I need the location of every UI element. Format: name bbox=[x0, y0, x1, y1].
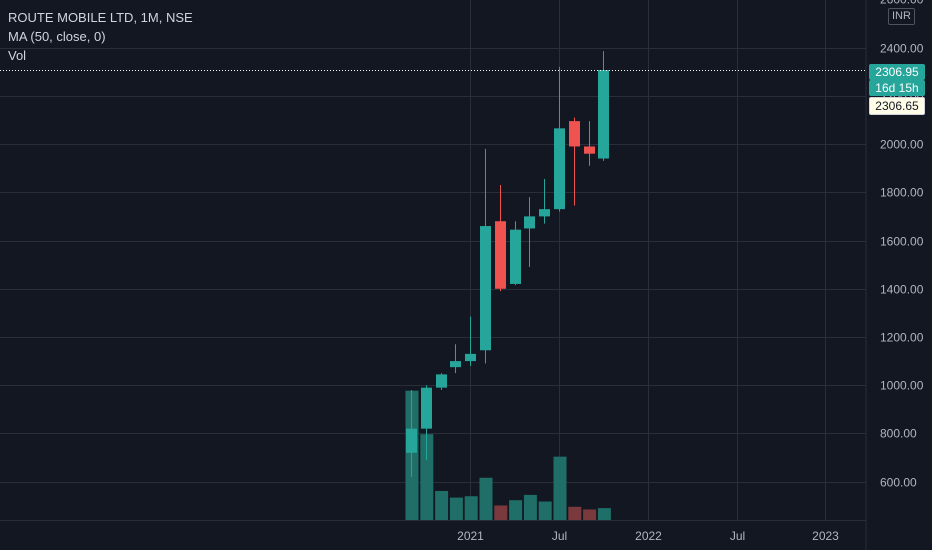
candle-body bbox=[421, 387, 432, 429]
price-tick-label: 800.00 bbox=[880, 427, 917, 441]
price-tick-label: 1000.00 bbox=[880, 379, 924, 393]
candle-body bbox=[495, 221, 506, 289]
volume-bar bbox=[449, 497, 463, 520]
candle-body bbox=[569, 121, 580, 147]
time-tick-label: 2021 bbox=[457, 529, 484, 543]
time-axis[interactable]: 2021 Jul 2022 Jul 2023 bbox=[457, 529, 839, 543]
price-tick-label: 1400.00 bbox=[880, 283, 924, 297]
volume-bar bbox=[597, 508, 611, 520]
price-tick-label: 2600.00 bbox=[880, 0, 924, 7]
candle-body bbox=[436, 374, 447, 388]
volume-bar bbox=[420, 434, 434, 520]
volume-indicator-label[interactable]: Vol bbox=[8, 48, 27, 63]
volume-bar bbox=[538, 501, 552, 520]
bar-countdown-label: 16d 15h bbox=[869, 80, 925, 96]
volume-bar bbox=[494, 505, 508, 520]
candle-body bbox=[539, 209, 550, 217]
price-tick-label: 2400.00 bbox=[880, 42, 924, 56]
candle-body bbox=[524, 216, 535, 229]
currency-label[interactable]: INR bbox=[888, 8, 915, 25]
time-tick-label: Jul bbox=[730, 529, 745, 543]
volume-bar bbox=[523, 494, 537, 520]
candle-body bbox=[406, 428, 417, 453]
time-tick-label: 2022 bbox=[635, 529, 662, 543]
candle-body bbox=[480, 226, 491, 351]
price-tick-label: 600.00 bbox=[880, 476, 917, 490]
volume-bar bbox=[464, 496, 478, 520]
candle-body bbox=[450, 361, 461, 368]
symbol-title[interactable]: ROUTE MOBILE LTD, 1M, NSE bbox=[8, 10, 193, 25]
volume-bar bbox=[568, 506, 582, 520]
candle-body bbox=[598, 70, 609, 159]
volume-bar bbox=[553, 456, 567, 520]
volume-bar bbox=[479, 477, 493, 520]
price-tick-label: 1600.00 bbox=[880, 235, 924, 249]
volume-bar bbox=[509, 500, 523, 520]
crosshair-price-label: 2306.65 bbox=[869, 97, 925, 115]
price-tick-label: 2000.00 bbox=[880, 138, 924, 152]
price-tick-label: 1200.00 bbox=[880, 331, 924, 345]
volume-bar bbox=[583, 509, 597, 520]
volume-bars bbox=[405, 390, 611, 520]
candles bbox=[406, 51, 609, 477]
candle-body bbox=[465, 353, 476, 362]
time-tick-label: Jul bbox=[552, 529, 567, 543]
price-tick-label: 1800.00 bbox=[880, 186, 924, 200]
candle-body bbox=[510, 229, 521, 284]
ma-indicator-label[interactable]: MA (50, close, 0) bbox=[8, 29, 106, 44]
last-price-label: 2306.95 bbox=[869, 64, 925, 80]
volume-bar bbox=[435, 490, 449, 520]
candle-body bbox=[554, 128, 565, 210]
chart-legend: ROUTE MOBILE LTD, 1M, NSE MA (50, close,… bbox=[8, 8, 193, 65]
time-tick-label: 2023 bbox=[812, 529, 839, 543]
candle-body bbox=[584, 146, 595, 154]
